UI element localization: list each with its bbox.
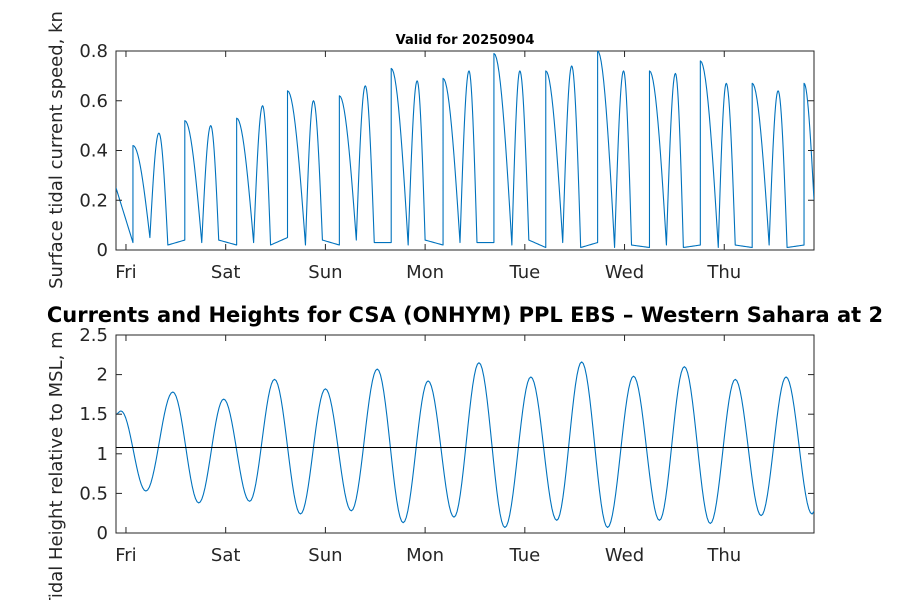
- tidal-height-y-ticks: 0 0.5 1 1.5 2 2.5: [79, 325, 814, 544]
- current-speed-ylabel: Surface tidal current speed, kn: [46, 11, 67, 289]
- series-line: [116, 51, 814, 249]
- y-tick-label: 0.8: [79, 41, 108, 62]
- y-tick-label: 1.5: [79, 404, 108, 425]
- x-tick-label: Mon: [406, 262, 444, 283]
- y-tick-label: 0.6: [79, 91, 108, 112]
- x-tick-label: Mon: [406, 545, 444, 566]
- x-tick-label: Sun: [308, 545, 342, 566]
- tidal-height-series: [116, 361, 814, 529]
- y-tick-label: 0.4: [79, 141, 108, 162]
- tidal-height-x-ticks: Fri Sat Sun Mon Tue Wed Thu: [115, 335, 741, 566]
- tidal-height-panel: 0 0.5 1 1.5 2 2.5 Fri Sat Sun Mon Tue Wed Thu Tidal…: [46, 325, 815, 600]
- figure-main-title: Currents and Heights for CSA (ONHYM) PPL…: [47, 303, 883, 327]
- x-tick-label: Sun: [308, 262, 342, 283]
- current-speed-series: [116, 51, 814, 249]
- y-tick-label: 2.5: [79, 325, 108, 346]
- x-tick-label: Wed: [605, 262, 644, 283]
- y-tick-label: 0: [97, 240, 108, 261]
- x-tick-label: Wed: [605, 545, 644, 566]
- x-tick-label: Sat: [211, 262, 241, 283]
- current-speed-title: Valid for 20250904: [396, 33, 535, 48]
- x-tick-label: Sat: [211, 545, 241, 566]
- tidal-height-axes: [115, 334, 815, 534]
- series-line: [116, 361, 814, 529]
- current-speed-axes: [115, 50, 815, 251]
- y-tick-label: 1: [97, 444, 108, 465]
- y-tick-label: 0.5: [79, 483, 108, 504]
- x-tick-label: Thu: [706, 262, 741, 283]
- current-speed-x-ticks: Fri Sat Sun Mon Tue Wed Thu: [115, 51, 741, 283]
- current-speed-panel: 0 0.2 0.4 0.6 0.8 Fri Sat Sun Mon Tue Wed Thu Vali…: [46, 11, 815, 289]
- x-tick-label: Tue: [508, 545, 540, 566]
- x-tick-label: Fri: [115, 262, 136, 283]
- x-tick-label: Fri: [115, 545, 136, 566]
- current-speed-y-ticks: 0 0.2 0.4 0.6 0.8: [79, 41, 814, 261]
- y-tick-label: 2: [97, 365, 108, 386]
- y-tick-label: 0: [97, 523, 108, 544]
- x-tick-label: Thu: [706, 545, 741, 566]
- tidal-height-ylabel: Tidal Height relative to MSL, m: [46, 331, 67, 600]
- y-tick-label: 0.2: [79, 190, 108, 211]
- x-tick-label: Tue: [508, 262, 540, 283]
